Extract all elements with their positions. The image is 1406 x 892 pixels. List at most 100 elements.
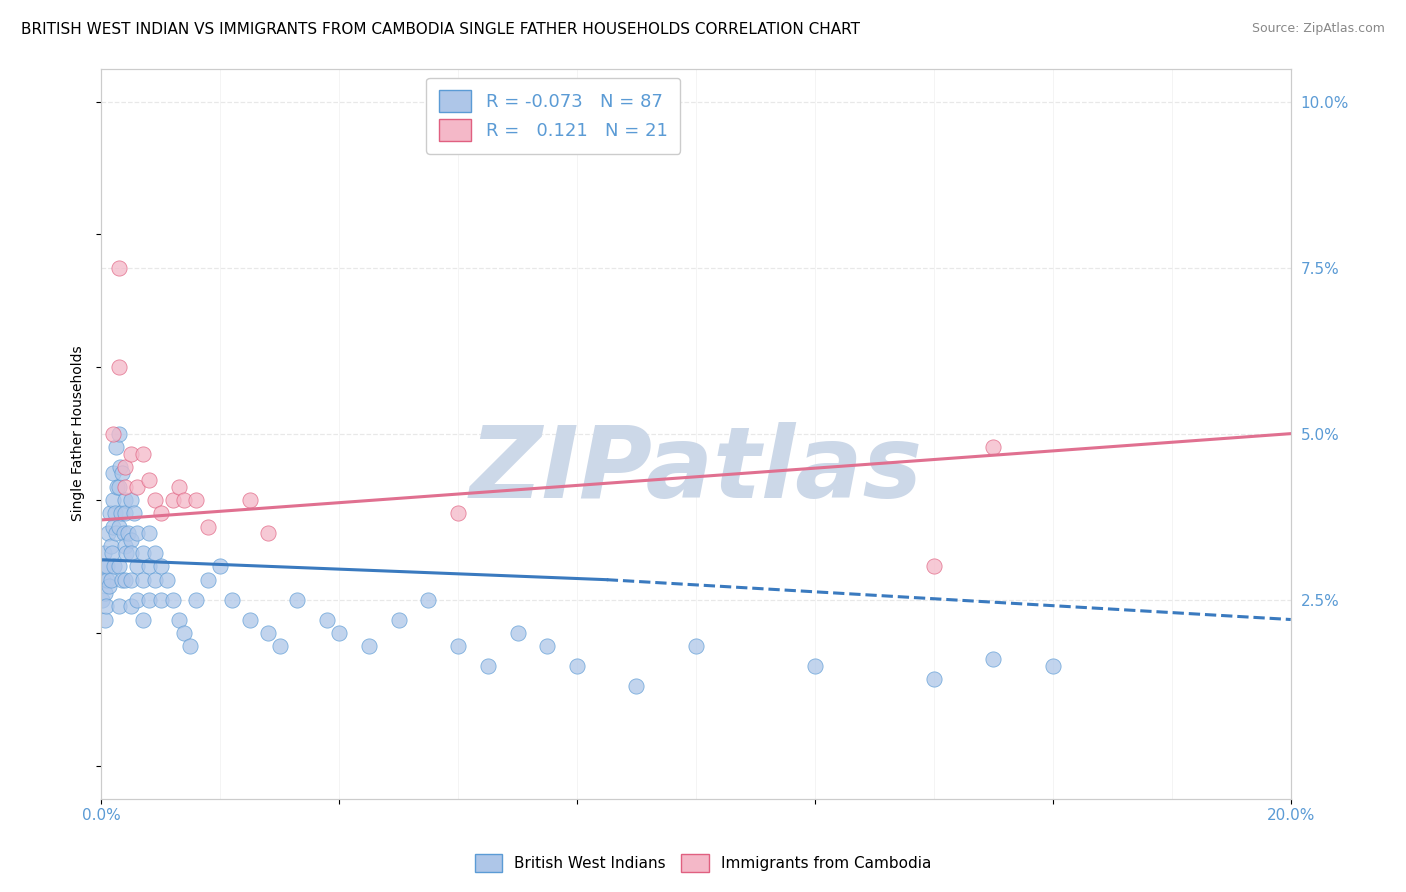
Point <box>94 613 117 627</box>
Point <box>101 519 124 533</box>
Point <box>143 493 166 508</box>
Point <box>125 559 148 574</box>
Point <box>105 526 128 541</box>
Point <box>120 533 142 547</box>
Point <box>162 592 184 607</box>
Point <box>108 426 131 441</box>
Point <box>94 586 117 600</box>
Point <box>418 592 440 607</box>
Point <box>114 459 136 474</box>
Point <box>114 573 136 587</box>
Legend: R = -0.073   N = 87, R =   0.121   N = 21: R = -0.073 N = 87, R = 0.121 N = 21 <box>426 78 681 154</box>
Point <box>287 592 309 607</box>
Point <box>101 467 124 481</box>
Point <box>922 673 945 687</box>
Point <box>565 659 588 673</box>
Point <box>100 540 122 554</box>
Point <box>114 506 136 520</box>
Point <box>125 592 148 607</box>
Point <box>98 506 121 520</box>
Point <box>105 440 128 454</box>
Point <box>167 480 190 494</box>
Point <box>179 639 201 653</box>
Point <box>112 526 135 541</box>
Point <box>97 579 120 593</box>
Point <box>162 493 184 508</box>
Point <box>108 480 131 494</box>
Point <box>110 459 132 474</box>
Point <box>149 559 172 574</box>
Point <box>804 659 827 673</box>
Point <box>138 473 160 487</box>
Point <box>104 506 127 520</box>
Point <box>387 613 409 627</box>
Point <box>108 519 131 533</box>
Point <box>108 559 131 574</box>
Point <box>110 506 132 520</box>
Point <box>167 613 190 627</box>
Point <box>96 573 118 587</box>
Point <box>132 546 155 560</box>
Point <box>101 546 124 560</box>
Point <box>143 573 166 587</box>
Point <box>256 526 278 541</box>
Point <box>269 639 291 653</box>
Text: BRITISH WEST INDIAN VS IMMIGRANTS FROM CAMBODIA SINGLE FATHER HOUSEHOLDS CORRELA: BRITISH WEST INDIAN VS IMMIGRANTS FROM C… <box>21 22 860 37</box>
Point <box>138 559 160 574</box>
Point <box>209 559 232 574</box>
Point <box>114 480 136 494</box>
Point <box>143 546 166 560</box>
Point <box>93 546 115 560</box>
Point <box>115 546 138 560</box>
Text: ZIPatlas: ZIPatlas <box>470 422 922 518</box>
Point <box>239 613 262 627</box>
Point <box>477 659 499 673</box>
Point <box>221 592 243 607</box>
Point <box>114 493 136 508</box>
Point <box>983 440 1005 454</box>
Point <box>93 559 115 574</box>
Point <box>156 573 179 587</box>
Point <box>100 573 122 587</box>
Point <box>357 639 380 653</box>
Point <box>122 506 145 520</box>
Point <box>120 446 142 460</box>
Point <box>197 573 219 587</box>
Point <box>328 625 350 640</box>
Legend: British West Indians, Immigrants from Cambodia: British West Indians, Immigrants from Ca… <box>467 846 939 880</box>
Point <box>111 467 134 481</box>
Point <box>91 573 114 587</box>
Point <box>108 260 131 275</box>
Point <box>239 493 262 508</box>
Point <box>173 625 195 640</box>
Point <box>447 639 470 653</box>
Point <box>626 679 648 693</box>
Point <box>983 652 1005 666</box>
Point <box>108 599 131 614</box>
Point <box>101 426 124 441</box>
Point <box>91 592 114 607</box>
Point <box>94 599 117 614</box>
Point <box>111 573 134 587</box>
Point <box>186 493 208 508</box>
Point <box>120 493 142 508</box>
Point <box>120 573 142 587</box>
Point <box>316 613 339 627</box>
Point <box>173 493 195 508</box>
Point <box>132 573 155 587</box>
Point <box>256 625 278 640</box>
Point <box>197 519 219 533</box>
Point <box>149 506 172 520</box>
Point <box>125 480 148 494</box>
Point <box>120 599 142 614</box>
Point <box>103 559 125 574</box>
Point <box>138 526 160 541</box>
Point <box>132 613 155 627</box>
Point <box>97 526 120 541</box>
Text: Source: ZipAtlas.com: Source: ZipAtlas.com <box>1251 22 1385 36</box>
Point <box>685 639 707 653</box>
Point <box>149 592 172 607</box>
Point <box>1042 659 1064 673</box>
Point <box>114 540 136 554</box>
Y-axis label: Single Father Households: Single Father Households <box>72 346 86 522</box>
